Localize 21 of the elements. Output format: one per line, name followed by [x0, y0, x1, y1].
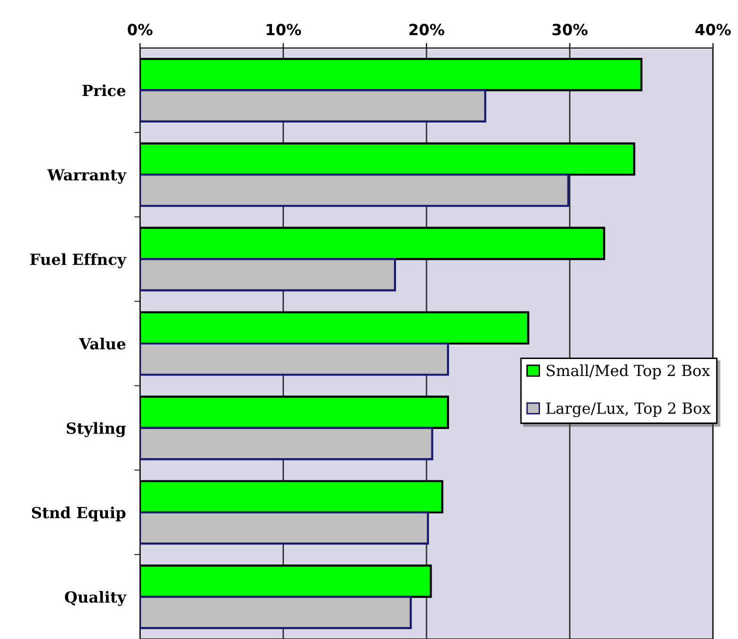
bar	[140, 89, 486, 122]
y-tick-label: Value	[79, 338, 126, 350]
bar	[140, 426, 434, 460]
y-tick-label: Warranty	[47, 169, 126, 184]
y-tick-label: Styling	[66, 422, 126, 438]
bar	[140, 342, 450, 376]
x-tick-label: 0%	[128, 24, 152, 36]
x-tick-label: 40%	[695, 24, 731, 36]
bar	[140, 511, 429, 545]
legend-label: Large/Lux, Top 2 Box	[546, 402, 711, 418]
y-tick-label: Quality	[64, 590, 126, 606]
y-tick-label: Price	[82, 84, 126, 96]
y-tick-label: Stnd Equip	[32, 506, 126, 522]
bar	[140, 258, 396, 292]
bar	[140, 596, 412, 630]
x-tick-label: 10%	[266, 24, 302, 36]
bar	[140, 174, 570, 207]
y-tick-label: Fuel Effncy	[30, 253, 126, 268]
x-tick-label: 30%	[552, 24, 588, 36]
x-tick-label: 20%	[409, 24, 444, 36]
legend-label: Small/Med Top 2 Box	[546, 364, 710, 380]
